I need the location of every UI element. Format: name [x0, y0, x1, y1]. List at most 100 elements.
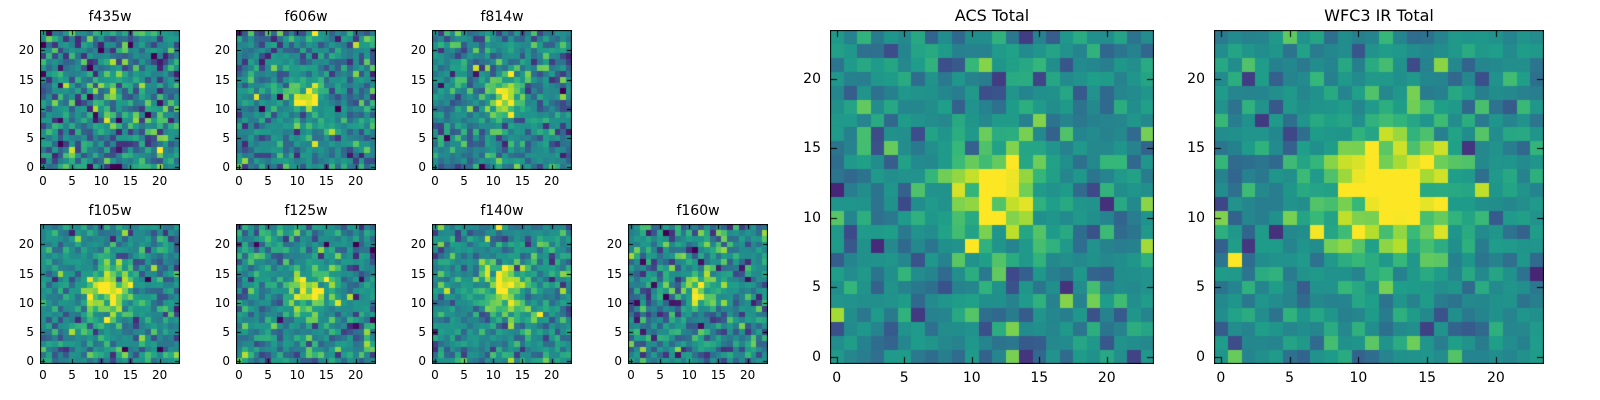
x-tick-label: 20	[151, 174, 168, 188]
x-tick-label: 0	[235, 174, 243, 188]
y-tick-label: 10	[410, 295, 426, 310]
y-tick-label: 5	[418, 324, 426, 339]
y-tick-label: 0	[26, 354, 34, 369]
y-tick-label: 20	[214, 237, 230, 252]
x-tick-label: 15	[710, 368, 727, 382]
x-tick-label: 15	[514, 174, 531, 188]
y-tick-label: 5	[26, 130, 34, 145]
y-tick-label: 5	[1196, 279, 1205, 296]
y-tick-label: 15	[18, 266, 34, 281]
y-tick-label: 0	[614, 354, 622, 369]
x-tick-label: 10	[93, 174, 109, 188]
panel-title: f125w	[284, 203, 328, 219]
panel-f105w: f105w 0 5 10 15 20 0 5 10 15 20	[19, 203, 180, 381]
y-tick-label: 0	[418, 160, 426, 175]
y-tick-label: 20	[803, 70, 821, 87]
heatmap-canvas	[236, 224, 376, 364]
y-tick-label: 15	[214, 266, 230, 281]
panel-f160w: f160w 0 5 10 15 20 0 5 10 15 20	[607, 203, 768, 381]
y-tick-label: 15	[606, 266, 622, 281]
x-tick-label: 10	[485, 174, 501, 188]
x-tick-label: 15	[514, 368, 531, 382]
panel-title: f606w	[284, 9, 328, 25]
y-tick-label: 15	[803, 140, 821, 157]
x-tick-label: 0	[235, 368, 243, 382]
x-tick-label: 20	[543, 174, 560, 188]
x-tick-label: 20	[543, 368, 560, 382]
panel-title: f814w	[480, 9, 524, 25]
y-tick-label: 20	[18, 237, 34, 252]
y-tick-label: 15	[1187, 140, 1205, 157]
panel-title: WFC3 IR Total	[1324, 6, 1434, 25]
x-tick-label: 5	[264, 368, 272, 382]
x-tick-label: 5	[656, 368, 664, 382]
heatmap-canvas	[628, 224, 768, 364]
x-tick-label: 0	[431, 174, 439, 188]
x-tick-label: 5	[899, 370, 909, 386]
y-tick-label: 15	[214, 72, 230, 87]
x-tick-label: 15	[122, 368, 139, 382]
y-tick-label: 15	[410, 266, 426, 281]
x-tick-label: 0	[1216, 370, 1226, 386]
panel-f435w: f435w 0 5 10 15 20 0 5 10 15 20	[19, 9, 180, 187]
x-tick-label: 10	[485, 368, 501, 382]
y-tick-label: 10	[214, 101, 230, 116]
heatmap-canvas	[1214, 30, 1544, 364]
y-tick-label: 10	[803, 209, 821, 226]
x-tick-label: 10	[93, 368, 109, 382]
heatmap-canvas	[236, 30, 376, 170]
x-tick-label: 0	[39, 368, 47, 382]
panel-f125w: f125w 0 5 10 15 20 0 5 10 15 20	[215, 203, 376, 381]
x-tick-label: 10	[289, 174, 305, 188]
y-tick-label: 10	[410, 101, 426, 116]
x-tick-label: 15	[318, 174, 335, 188]
x-tick-label: 20	[347, 174, 364, 188]
x-tick-label: 15	[122, 174, 139, 188]
y-tick-label: 20	[214, 43, 230, 58]
x-tick-label: 5	[460, 368, 468, 382]
y-tick-label: 20	[1187, 70, 1205, 87]
panel-f606w: f606w 0 5 10 15 20 0 5 10 15 20	[215, 9, 376, 187]
x-tick-label: 0	[431, 368, 439, 382]
x-tick-label: 10	[962, 370, 981, 386]
x-tick-label: 15	[1030, 370, 1049, 386]
heatmap-canvas	[432, 30, 572, 170]
y-tick-label: 5	[26, 324, 34, 339]
y-tick-label: 10	[606, 295, 622, 310]
y-tick-label: 5	[222, 324, 230, 339]
x-tick-label: 5	[1285, 370, 1295, 386]
x-tick-label: 10	[1349, 370, 1368, 386]
x-tick-label: 0	[832, 370, 842, 386]
x-tick-label: 5	[68, 174, 76, 188]
y-tick-label: 5	[812, 279, 821, 296]
x-tick-label: 20	[151, 368, 168, 382]
panel-f140w: f140w 0 5 10 15 20 0 5 10 15 20	[411, 203, 572, 381]
y-tick-label: 10	[18, 295, 34, 310]
y-tick-label: 20	[606, 237, 622, 252]
x-tick-label: 15	[1418, 370, 1437, 386]
y-tick-label: 15	[18, 72, 34, 87]
x-tick-label: 5	[460, 174, 468, 188]
y-tick-label: 5	[614, 324, 622, 339]
x-tick-label: 10	[289, 368, 305, 382]
x-tick-label: 5	[264, 174, 272, 188]
heatmap-canvas	[40, 224, 180, 364]
x-tick-label: 20	[347, 368, 364, 382]
panel-wfc3-ir-total: WFC3 IR Total 0 5 10 15 20 0 5 10 15 20	[1187, 6, 1544, 385]
panel-title: f140w	[480, 203, 524, 219]
y-tick-label: 0	[26, 160, 34, 175]
y-tick-label: 0	[222, 160, 230, 175]
y-tick-label: 10	[214, 295, 230, 310]
y-tick-label: 5	[222, 130, 230, 145]
y-tick-label: 0	[812, 349, 821, 366]
panel-f814w: f814w 0 5 10 15 20 0 5 10 15 20	[411, 9, 572, 187]
panel-title: ACS Total	[954, 6, 1030, 25]
panel-title: f435w	[88, 9, 132, 25]
panel-acs-total: ACS Total 0 5 10 15 20 0 5 10 15 20	[803, 6, 1154, 385]
y-tick-label: 15	[410, 72, 426, 87]
y-tick-label: 20	[410, 237, 426, 252]
x-tick-label: 10	[681, 368, 697, 382]
x-tick-label: 0	[627, 368, 635, 382]
heatmap-canvas	[830, 30, 1154, 364]
x-tick-label: 20	[739, 368, 756, 382]
